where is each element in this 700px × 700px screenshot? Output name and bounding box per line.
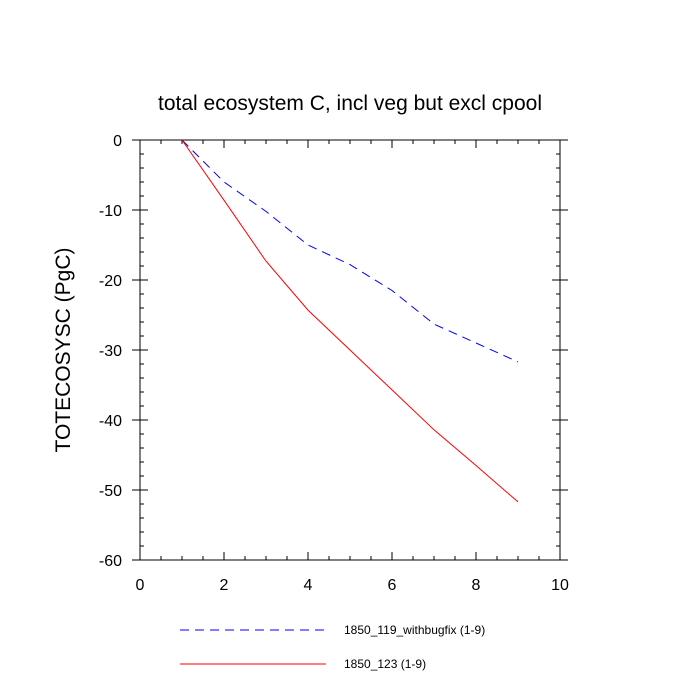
x-tick-label: 2: [220, 577, 229, 594]
x-tick-label: 4: [304, 577, 313, 594]
series-line-1: [181, 139, 519, 363]
x-tick-label: 10: [551, 577, 569, 594]
y-tick-label: -60: [99, 553, 122, 570]
axes: 0 2 4 6 8 10 0 -10 -20 -30 -40 -50 -60: [99, 133, 569, 594]
series-lines: [181, 139, 519, 503]
y-tick-label: -20: [99, 273, 122, 290]
series-line-2: [181, 139, 519, 503]
y-tick-label: -40: [99, 413, 122, 430]
x-tick-label: 6: [388, 577, 397, 594]
chart-title: total ecosystem C, incl veg but excl cpo…: [158, 92, 542, 115]
legend: 1850_119_withbugfix (1-9) 1850_123 (1-9): [180, 623, 485, 671]
y-tick-label: -10: [99, 203, 122, 220]
y-tick-label: -50: [99, 483, 122, 500]
legend-label-1: 1850_119_withbugfix (1-9): [344, 623, 485, 637]
x-tick-label: 0: [136, 577, 145, 594]
y-tick-label: -30: [99, 343, 122, 360]
y-axis-label: TOTECOSYSC (PgC): [52, 248, 75, 453]
legend-label-2: 1850_123 (1-9): [344, 657, 426, 671]
y-tick-label: 0: [113, 133, 122, 150]
x-tick-label: 8: [472, 577, 481, 594]
